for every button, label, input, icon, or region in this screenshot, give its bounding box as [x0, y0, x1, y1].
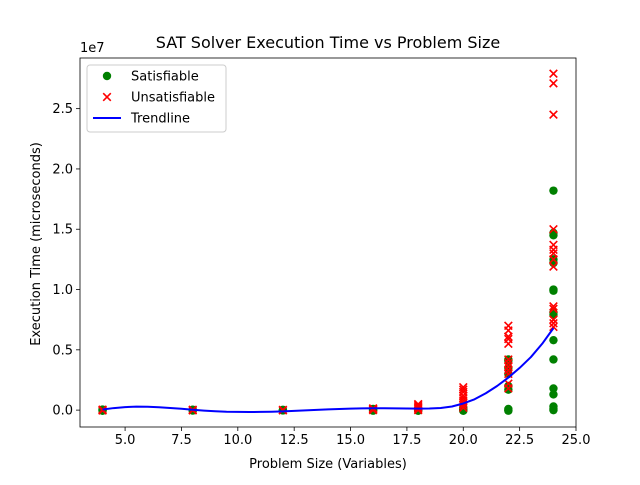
- legend-label-satisfiable: Satisfiable: [131, 70, 199, 85]
- unsatisfiable-point: [503, 358, 513, 368]
- legend: Satisfiable Unsatisfiable Trendline: [86, 64, 227, 133]
- y-tick-label: 0.0: [52, 404, 73, 419]
- y-tick-label: 1.0: [52, 283, 73, 298]
- unsatisfiable-point: [549, 262, 558, 271]
- satisfiable-point: [504, 381, 513, 391]
- unsatisfiable-point: [549, 302, 558, 311]
- unsatisfiable-point: [549, 318, 558, 328]
- y-tick-label: 2.0: [52, 162, 73, 177]
- legend-marker-unsatisfiable: [102, 92, 112, 102]
- satisfiable-point: [549, 384, 558, 393]
- unsatisfiable-point: [413, 399, 423, 409]
- satisfiable-point: [549, 355, 558, 364]
- x-tick-label: 12.5: [280, 433, 309, 448]
- y-tick-label: 1.5: [52, 223, 73, 238]
- x-tick-label: 25.0: [562, 433, 591, 448]
- y-tick-label: 2.5: [52, 102, 73, 117]
- unsatisfiable-point: [549, 78, 558, 88]
- x-tick-label: 10.0: [223, 433, 252, 448]
- legend-marker-satisfiable: [102, 71, 112, 81]
- satisfiable-point: [549, 285, 558, 294]
- unsatisfiable-point: [549, 110, 558, 120]
- y-tick-label: 0.5: [52, 343, 73, 358]
- satisfiable-point: [549, 402, 558, 411]
- y-multiplier-label: 1e7: [80, 41, 105, 56]
- satisfiable-point: [549, 186, 558, 195]
- unsatisfiable-point: [549, 304, 558, 314]
- unsatisfiable-point: [549, 322, 558, 332]
- legend-label-trendline: Trendline: [130, 112, 190, 127]
- unsatisfiable-point: [503, 334, 513, 344]
- unsatisfiable-point: [549, 69, 558, 79]
- x-tick-label: 7.5: [171, 433, 192, 448]
- plot-frame: [79, 57, 577, 428]
- satisfiable-point: [549, 390, 558, 399]
- unsatisfiable-point: [458, 382, 468, 392]
- unsatisfiable-point: [503, 321, 513, 331]
- unsatisfiable-point: [458, 385, 468, 394]
- satisfiable-point: [549, 335, 558, 345]
- unsatisfiable-point: [503, 379, 513, 388]
- x-tick-label: 20.0: [449, 433, 478, 448]
- x-tick-label: 17.5: [392, 433, 421, 448]
- legend-box: [86, 64, 227, 133]
- chart-title: SAT Solver Execution Time vs Problem Siz…: [156, 33, 500, 52]
- unsatisfiable-point: [549, 315, 558, 325]
- unsatisfiable-point: [549, 240, 558, 250]
- unsatisfiable-point: [98, 405, 107, 415]
- x-axis-label: Problem Size (Variables): [249, 457, 407, 472]
- x-tick-label: 15.0: [336, 433, 365, 448]
- unsatisfiable-point: [503, 362, 513, 372]
- unsatisfiable-point: [503, 365, 513, 375]
- x-tick-label: 5.0: [115, 433, 136, 448]
- unsatisfiable-point: [549, 224, 558, 234]
- unsatisfiable-point: [549, 248, 558, 258]
- x-tick-label: 22.5: [505, 433, 534, 448]
- satisfiable-point: [504, 404, 513, 414]
- unsatisfiable-point: [503, 355, 513, 364]
- y-axis-label: Execution Time (microseconds): [29, 142, 44, 346]
- legend-label-unsatisfiable: Unsatisfiable: [131, 91, 215, 106]
- trendline: [102, 327, 555, 414]
- plot-area: 5.0 7.5 10.0 12.5 15.0 17.5 20.0 22.5 25.0 0.0 0.5…: [52, 57, 591, 448]
